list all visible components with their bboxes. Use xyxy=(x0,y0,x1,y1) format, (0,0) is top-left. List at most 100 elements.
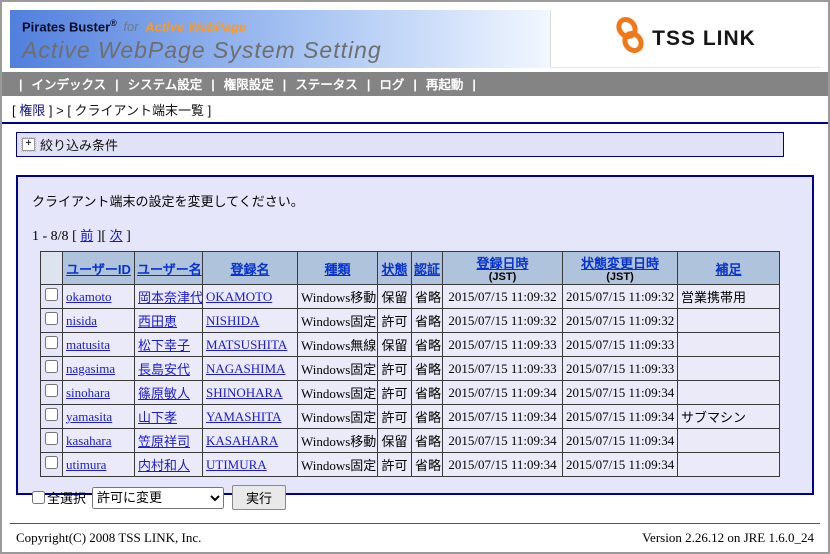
sort-link-type[interactable]: 種類 xyxy=(324,261,351,277)
footer-divider xyxy=(10,523,820,524)
sort-link-status[interactable]: 状態 xyxy=(381,261,408,277)
company-logo: TSS LINK xyxy=(550,10,820,68)
link-registered_name[interactable]: NAGASHIMA xyxy=(206,360,286,376)
link-registered_name[interactable]: NISHIDA xyxy=(206,312,260,328)
link-user_id[interactable]: okamoto xyxy=(66,288,112,304)
row-checkbox[interactable] xyxy=(45,432,58,445)
row-checkbox[interactable] xyxy=(45,312,58,325)
cell-user_name: 山下孝 xyxy=(134,404,203,429)
sort-link-status_changed_at[interactable]: 状態変更日時 xyxy=(580,256,659,271)
table-body: okamoto 岡本奈津代 OKAMOTO Windows移動 保留 省略 2015/07/… xyxy=(40,284,780,477)
col-header-status: 状態 xyxy=(377,251,412,285)
row-checkbox[interactable] xyxy=(45,456,58,469)
prev-page-link[interactable]: 前 xyxy=(80,228,94,243)
version-text: Version 2.26.12 on JRE 1.6.0_24 xyxy=(642,530,814,545)
nav-item-インデックス[interactable]: インデックス xyxy=(31,78,107,92)
breadcrumb-separator: > xyxy=(52,103,68,118)
select-all-label: 全選択 xyxy=(47,491,87,506)
copyright-text: Copyright(C) 2008 TSS LINK, Inc. xyxy=(16,530,202,545)
link-user_name[interactable]: 笠原祥司 xyxy=(138,434,191,449)
cell-registered_at: 2015/07/15 11:09:32 xyxy=(442,284,563,309)
cell-status: 保留 xyxy=(377,332,412,357)
cell-user_id: matusita xyxy=(62,332,135,357)
nav-item-システム設定[interactable]: システム設定 xyxy=(127,78,203,92)
cell-user_id: utimura xyxy=(62,452,135,477)
cell-user_id: nagasima xyxy=(62,356,135,381)
cell-status: 許可 xyxy=(377,404,412,429)
link-registered_name[interactable]: MATSUSHITA xyxy=(206,336,288,352)
action-select[interactable]: 許可に変更 xyxy=(92,486,225,509)
link-user_id[interactable]: nagasima xyxy=(66,360,116,376)
cell-status: 許可 xyxy=(377,452,412,477)
nav-separator: | xyxy=(19,78,23,92)
link-user_id[interactable]: nisida xyxy=(66,312,98,328)
link-registered_name[interactable]: YAMASHITA xyxy=(206,408,282,424)
link-registered_name[interactable]: OKAMOTO xyxy=(206,288,273,304)
nav-item-権限設定[interactable]: 権限設定 xyxy=(223,78,274,92)
link-user_name[interactable]: 岡本奈津代 xyxy=(138,290,203,305)
row-select-cell xyxy=(40,404,63,429)
link-user_name[interactable]: 篠原敏人 xyxy=(138,386,191,401)
row-select-cell xyxy=(40,428,63,453)
cell-type: Windows無線 xyxy=(297,332,378,357)
cell-type: Windows固定 xyxy=(297,380,378,405)
cell-registered_at: 2015/07/15 11:09:34 xyxy=(442,380,563,405)
row-checkbox[interactable] xyxy=(45,336,58,349)
cell-type: Windows固定 xyxy=(297,452,378,477)
pagination-range: 1 - 8/8 xyxy=(32,229,69,244)
sort-link-registered_at[interactable]: 登録日時 xyxy=(476,256,529,271)
cell-auth: 省略 xyxy=(411,284,443,309)
cell-status_changed_at: 2015/07/15 11:09:33 xyxy=(562,356,678,381)
cell-status_changed_at: 2015/07/15 11:09:32 xyxy=(562,284,678,309)
link-user_name[interactable]: 山下孝 xyxy=(138,410,178,425)
header: Pirates Buster® for Active WebPage Activ… xyxy=(10,10,820,68)
link-user_id[interactable]: yamasita xyxy=(66,408,113,424)
cell-auth: 省略 xyxy=(411,308,443,333)
row-checkbox[interactable] xyxy=(45,288,58,301)
cell-type: Windows移動 xyxy=(297,428,378,453)
cell-registered_at: 2015/07/15 11:09:33 xyxy=(442,332,563,357)
cell-registered_at: 2015/07/15 11:09:34 xyxy=(442,404,563,429)
link-registered_name[interactable]: UTIMURA xyxy=(206,456,267,472)
filter-toggle-bar[interactable]: + 絞り込み条件 xyxy=(16,132,784,157)
cell-status_changed_at: 2015/07/15 11:09:34 xyxy=(562,404,678,429)
row-checkbox[interactable] xyxy=(45,384,58,397)
execute-button[interactable]: 実行 xyxy=(232,485,287,510)
brand-product-name: Active WebPage xyxy=(145,19,247,35)
cell-note xyxy=(677,380,780,405)
link-user_name[interactable]: 長島安代 xyxy=(138,362,191,377)
sort-link-registered_name[interactable]: 登録名 xyxy=(230,261,270,277)
link-registered_name[interactable]: KASAHARA xyxy=(206,432,279,448)
table-row: utimura 内村和人 UTIMURA Windows固定 許可 省略 2015/07/1… xyxy=(40,452,780,477)
cell-note: 営業携帯用 xyxy=(677,284,780,309)
logo-text: TSS LINK xyxy=(652,26,756,50)
expand-plus-icon[interactable]: + xyxy=(21,137,36,152)
sort-link-note[interactable]: 補足 xyxy=(715,261,742,277)
sort-link-user_id[interactable]: ユーザーID xyxy=(66,261,131,277)
nav-item-ステータス[interactable]: ステータス xyxy=(295,78,358,92)
nav-item-再起動[interactable]: 再起動 xyxy=(425,78,464,92)
row-checkbox[interactable] xyxy=(45,360,58,373)
link-user_name[interactable]: 内村和人 xyxy=(138,458,191,473)
sort-link-auth[interactable]: 認証 xyxy=(414,261,441,277)
sort-link-user_name[interactable]: ユーザー名 xyxy=(137,261,202,277)
link-user_name[interactable]: 松下幸子 xyxy=(138,338,191,353)
link-registered_name[interactable]: SHINOHARA xyxy=(206,384,283,400)
select-all-checkbox[interactable] xyxy=(32,491,45,504)
next-page-link[interactable]: 次 xyxy=(109,228,123,243)
nav-item-ログ[interactable]: ログ xyxy=(379,78,405,92)
link-user_id[interactable]: utimura xyxy=(66,456,107,472)
row-checkbox[interactable] xyxy=(45,408,58,421)
nav-separator: | xyxy=(282,78,287,92)
link-user_id[interactable]: matusita xyxy=(66,336,111,352)
link-user_id[interactable]: kasahara xyxy=(66,432,112,448)
registered-trademark-symbol: ® xyxy=(110,18,117,28)
bracket: [ xyxy=(72,229,81,244)
row-select-cell xyxy=(40,380,63,405)
table-row: sinohara 篠原敏人 SHINOHARA Windows固定 許可 省略 2015/0… xyxy=(40,380,780,405)
link-user_name[interactable]: 西田恵 xyxy=(138,314,178,329)
link-user_id[interactable]: sinohara xyxy=(66,384,111,400)
nav-bar: | インデックス | システム設定 | 権限設定 | ステータス | ログ | 再起動 | xyxy=(2,72,828,96)
breadcrumb-link-permission[interactable]: 権限 xyxy=(19,103,46,118)
